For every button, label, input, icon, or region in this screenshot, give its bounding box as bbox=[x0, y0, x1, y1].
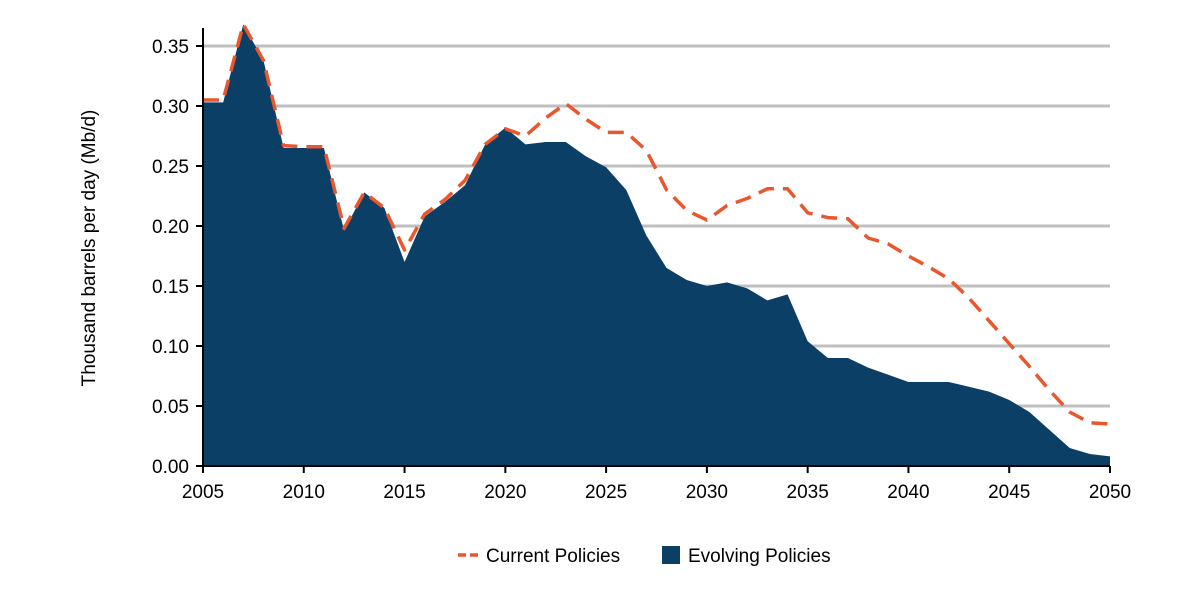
x-axis-ticks: 2005 2010 2015 2020 2025 2030 2035 2040 2045 2050 bbox=[182, 466, 1131, 503]
y-tick-label: 0.00 bbox=[152, 457, 189, 478]
x-tick-label: 2045 bbox=[988, 482, 1030, 503]
legend-label-current-policies: Current Policies bbox=[486, 546, 620, 567]
x-tick-label: 2025 bbox=[585, 482, 627, 503]
y-axis-ticks: 0.00 0.05 0.10 0.15 0.20 0.25 0.30 0.35 bbox=[152, 37, 203, 478]
axes bbox=[202, 28, 1110, 467]
y-tick-label: 0.30 bbox=[152, 97, 189, 118]
x-tick-label: 2005 bbox=[182, 482, 224, 503]
legend: Current Policies Evolving Policies bbox=[458, 546, 831, 567]
x-tick-label: 2010 bbox=[283, 482, 325, 503]
y-tick-label: 0.35 bbox=[152, 37, 189, 58]
y-axis-title: Thousand barrels per day (Mb/d) bbox=[79, 110, 100, 387]
x-tick-label: 2015 bbox=[383, 482, 425, 503]
x-tick-label: 2030 bbox=[686, 482, 728, 503]
legend-swatch-evolving-policies bbox=[662, 546, 680, 564]
y-tick-label: 0.20 bbox=[152, 217, 189, 238]
x-tick-label: 2050 bbox=[1089, 482, 1131, 503]
series-line-current-policies bbox=[203, 22, 1111, 426]
y-tick-label: 0.10 bbox=[152, 337, 189, 358]
x-tick-label: 2035 bbox=[787, 482, 829, 503]
y-tick-label: 0.05 bbox=[152, 397, 189, 418]
x-tick-label: 2020 bbox=[484, 482, 526, 503]
series-area-evolving-policies bbox=[203, 24, 1110, 467]
y-tick-label: 0.15 bbox=[152, 277, 189, 298]
series-areas bbox=[203, 24, 1110, 467]
legend-label-evolving-policies: Evolving Policies bbox=[688, 546, 831, 567]
series-lines bbox=[203, 22, 1111, 426]
y-tick-label: 0.25 bbox=[152, 157, 189, 178]
x-tick-label: 2040 bbox=[887, 482, 929, 503]
